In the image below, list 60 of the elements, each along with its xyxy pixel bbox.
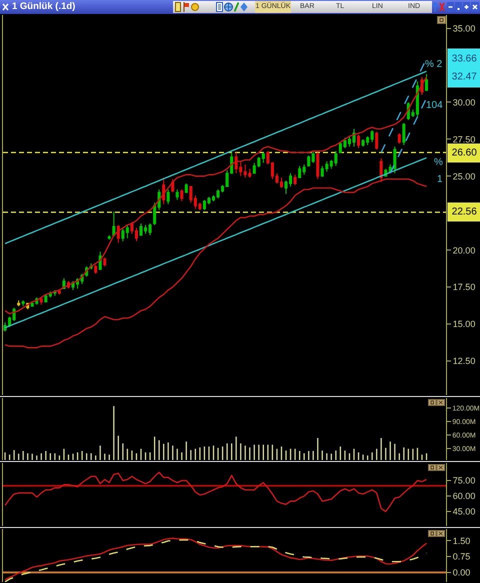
line-series bbox=[4, 472, 428, 512]
y-tick-label: 30.00 bbox=[452, 97, 476, 108]
y-tick-label: 60.00 bbox=[452, 491, 476, 502]
candlestick bbox=[416, 81, 419, 118]
candlestick bbox=[398, 132, 401, 144]
candlestick bbox=[424, 74, 428, 91]
y-tick-label: 25.00 bbox=[452, 171, 476, 182]
candlestick bbox=[402, 122, 406, 146]
line-series bbox=[4, 178, 428, 348]
annotation: 104 bbox=[426, 100, 444, 111]
candlestick bbox=[17, 300, 20, 307]
candlestick bbox=[40, 296, 43, 306]
candlestick bbox=[126, 224, 129, 239]
text: 1 bbox=[437, 174, 443, 185]
candlestick bbox=[380, 158, 383, 183]
candlestick bbox=[352, 128, 356, 148]
line-series bbox=[390, 97, 428, 174]
candlestick bbox=[184, 183, 188, 193]
text: % bbox=[434, 157, 443, 168]
line-series bbox=[4, 70, 428, 244]
line-series bbox=[4, 76, 428, 314]
y-tick-label: 0.00 bbox=[452, 568, 470, 578]
text: 33.66 bbox=[452, 54, 478, 64]
candlestick bbox=[94, 264, 98, 274]
y-tick-label: 35.00 bbox=[452, 23, 476, 34]
y-tick-label: 75.00 bbox=[452, 476, 476, 486]
y-tick-label: 15.00 bbox=[452, 319, 476, 330]
candlestick bbox=[139, 222, 143, 236]
y-tick-label: 20.00 bbox=[452, 245, 476, 256]
candlestick bbox=[294, 174, 297, 186]
candlestick bbox=[307, 154, 310, 166]
candlestick bbox=[334, 150, 338, 166]
ref-line-label: 26.60 bbox=[452, 148, 478, 158]
candlestick bbox=[180, 188, 184, 202]
candlestick bbox=[234, 152, 238, 174]
y-tick-label: 45.00 bbox=[452, 506, 476, 517]
candlestick bbox=[166, 188, 170, 205]
candlestick bbox=[22, 300, 25, 307]
y-tick-label: 0.75 bbox=[452, 552, 470, 562]
candlestick bbox=[362, 138, 365, 148]
candlestick bbox=[262, 152, 265, 164]
y-tick-label: 17.50 bbox=[452, 282, 476, 292]
candlestick bbox=[108, 234, 111, 240]
y-tick-label: 1.50 bbox=[452, 536, 470, 546]
annotation: % 2 bbox=[425, 59, 443, 70]
candlestick bbox=[280, 177, 284, 188]
candlestick bbox=[298, 165, 302, 178]
ref-line-label: 22.56 bbox=[452, 206, 478, 218]
candlestick bbox=[316, 152, 320, 180]
candlestick bbox=[375, 131, 378, 150]
candlestick bbox=[58, 290, 61, 295]
line-series bbox=[4, 157, 428, 328]
candlestick bbox=[357, 134, 360, 149]
text: 32.47 bbox=[452, 72, 478, 82]
chart-title: 1 Günlük (.1d) bbox=[12, 1, 76, 13]
y-tick-label: 27.50 bbox=[452, 134, 476, 144]
candlestick bbox=[162, 177, 166, 205]
candlestick bbox=[103, 256, 106, 267]
y-tick-label: 12.50 bbox=[452, 356, 476, 366]
candlestick bbox=[176, 188, 179, 200]
